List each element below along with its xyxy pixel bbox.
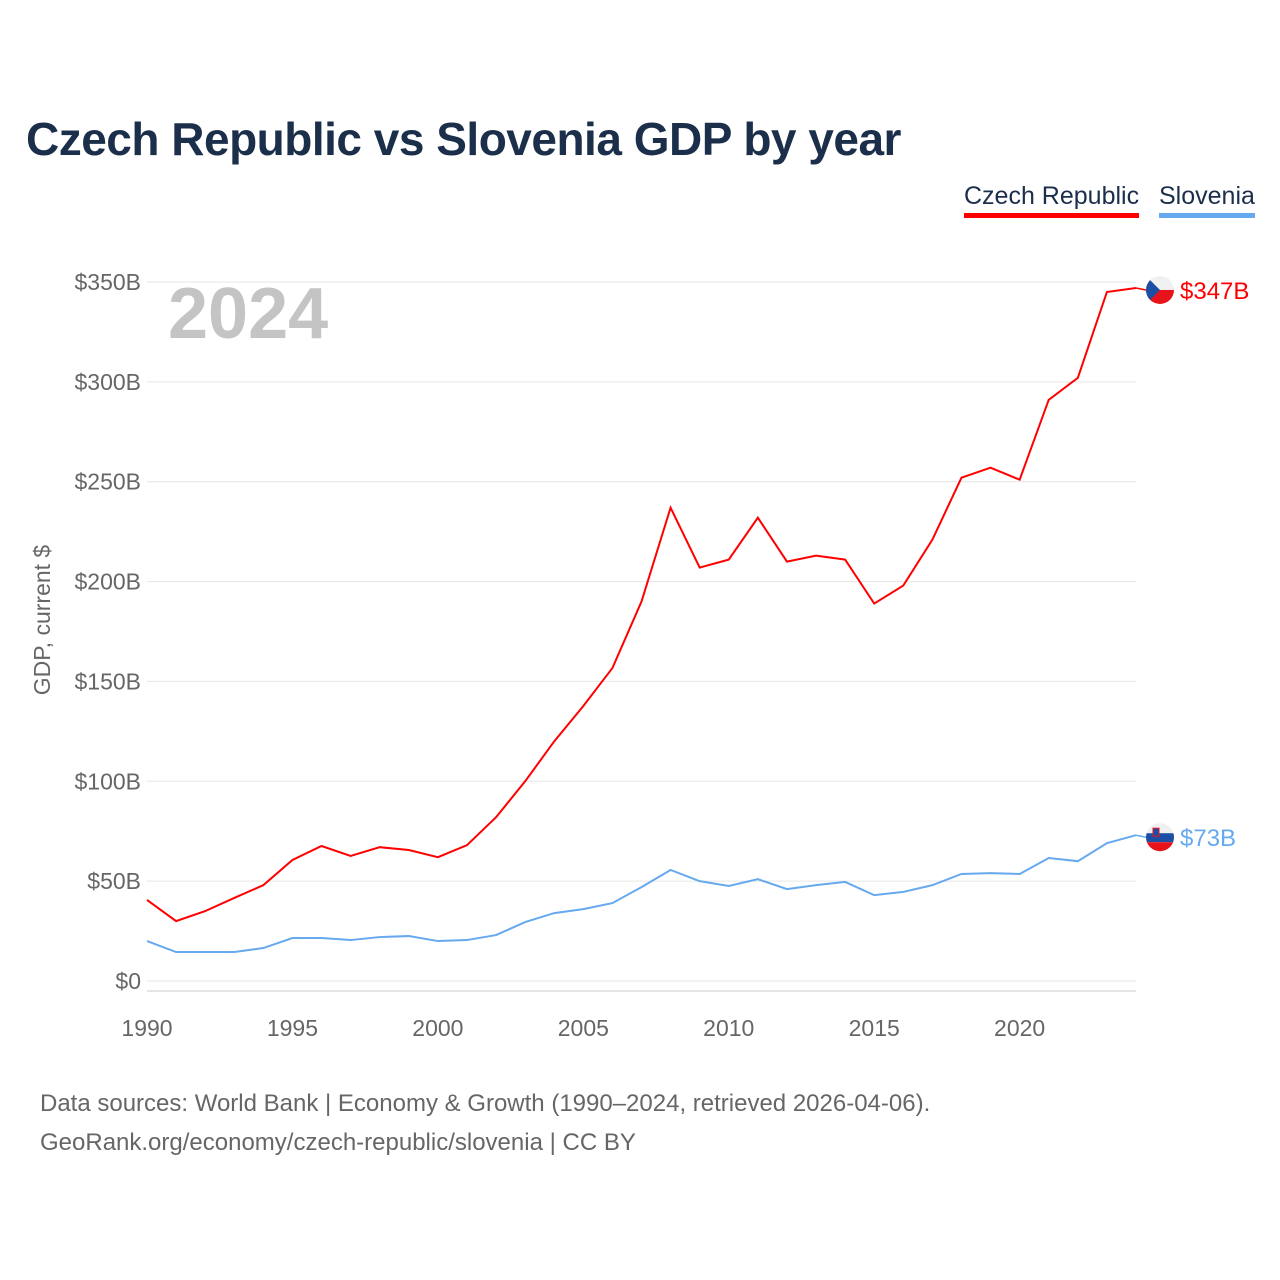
czech-flag-icon bbox=[1146, 275, 1174, 304]
x-tick-label: 2020 bbox=[994, 1015, 1045, 1041]
end-value-label: $73B bbox=[1180, 825, 1236, 852]
x-tick-label: 2010 bbox=[703, 1015, 754, 1041]
chart-title: Czech Republic vs Slovenia GDP by year bbox=[26, 113, 901, 165]
data-source-text: Data sources: World Bank | Economy & Gro… bbox=[40, 1090, 931, 1117]
y-tick-label: $250B bbox=[74, 469, 141, 495]
end-connector bbox=[1135, 834, 1147, 838]
legend-czech-republic[interactable]: Czech Republic bbox=[964, 182, 1140, 218]
slovenia-flag-icon bbox=[1146, 823, 1174, 852]
y-tick-label: $0 bbox=[115, 968, 141, 994]
series-line-slovenia bbox=[146, 834, 1137, 954]
x-tick-label: 1990 bbox=[121, 1015, 172, 1041]
y-tick-label: $50B bbox=[87, 868, 141, 894]
footer: Data sources: World Bank | Economy & Gro… bbox=[40, 1084, 930, 1162]
y-tick-label: $300B bbox=[74, 369, 141, 395]
series-line-czech-republic bbox=[146, 287, 1137, 923]
y-tick-label: $150B bbox=[74, 668, 141, 694]
y-tick-label: $350B bbox=[74, 269, 141, 295]
x-tick-label: 2015 bbox=[849, 1015, 900, 1041]
x-tick-label: 2000 bbox=[412, 1015, 463, 1041]
end-value-label: $347B bbox=[1180, 278, 1249, 305]
end-connector bbox=[1135, 287, 1147, 291]
x-tick-label: 1995 bbox=[267, 1015, 318, 1041]
x-tick-label: 2005 bbox=[558, 1015, 609, 1041]
y-tick-label: $200B bbox=[74, 569, 141, 595]
y-tick-label: $100B bbox=[74, 768, 141, 794]
y-axis-label: GDP, current $ bbox=[29, 545, 55, 696]
legend-slovenia[interactable]: Slovenia bbox=[1159, 182, 1255, 218]
year-watermark: 2024 bbox=[168, 274, 328, 354]
source-url-text: GeoRank.org/economy/czech-republic/slove… bbox=[40, 1129, 636, 1156]
